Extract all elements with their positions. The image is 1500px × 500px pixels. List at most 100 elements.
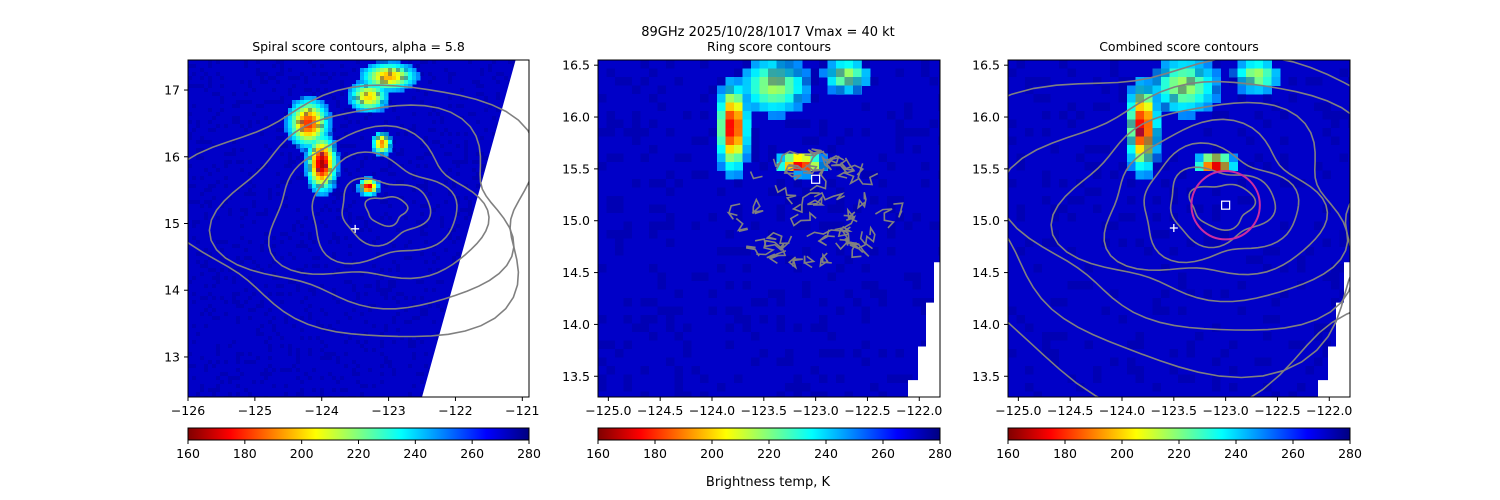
- heatmap-texture-cell: [284, 320, 288, 324]
- heatmap-texture-cell: [308, 88, 312, 92]
- heatmap-texture-cell: [280, 180, 284, 184]
- colorbar-tick-label: 200: [700, 446, 724, 461]
- heatmap-cell: [1169, 85, 1179, 95]
- heatmap-texture-cell: [396, 292, 400, 296]
- heatmap-cell: [404, 76, 409, 81]
- y-tick-label: 16.0: [562, 110, 590, 125]
- heatmap-texture-cell: [272, 260, 276, 264]
- heatmap-texture-cell: [280, 300, 284, 304]
- heatmap-cell: [412, 76, 417, 81]
- heatmap-texture-cell: [200, 296, 204, 300]
- heatmap-texture-cell: [844, 255, 853, 264]
- contour-line: [806, 225, 853, 238]
- heatmap-texture-cell: [392, 280, 396, 284]
- heatmap-texture-cell: [228, 160, 232, 164]
- heatmap-cell: [288, 108, 293, 113]
- heatmap-texture-cell: [196, 260, 200, 264]
- heatmap-texture-cell: [340, 156, 344, 160]
- heatmap-cell: [768, 77, 777, 86]
- heatmap-texture-cell: [324, 164, 328, 168]
- contour-line: [802, 164, 823, 175]
- heatmap-texture-cell: [348, 220, 352, 224]
- heatmap-texture-cell: [352, 300, 356, 304]
- heatmap-texture-cell: [292, 364, 296, 368]
- heatmap-texture-cell: [188, 132, 192, 136]
- heatmap-cell: [316, 148, 321, 153]
- heatmap-texture-cell: [632, 85, 641, 94]
- heatmap-texture-cell: [256, 304, 260, 308]
- heatmap-texture-cell: [1033, 77, 1042, 86]
- heatmap-texture-cell: [1280, 264, 1289, 273]
- heatmap-texture-cell: [244, 60, 248, 64]
- heatmap-texture-cell: [188, 280, 192, 284]
- heatmap-texture-cell: [456, 160, 460, 164]
- heatmap-texture-cell: [340, 332, 344, 336]
- contour-line: [749, 171, 763, 180]
- panel-title: Ring score contours: [707, 39, 831, 54]
- heatmap-texture-cell: [512, 60, 516, 64]
- heatmap-texture-cell: [340, 72, 344, 76]
- heatmap-cell: [404, 80, 409, 85]
- heatmap-texture-cell: [819, 323, 828, 332]
- heatmap-cell: [368, 104, 373, 109]
- contour-line: [804, 149, 825, 157]
- heatmap-texture-cell: [336, 216, 340, 220]
- heatmap-cell: [861, 77, 871, 86]
- heatmap-texture-cell: [364, 332, 368, 336]
- heatmap-texture-cell: [436, 204, 440, 208]
- heatmap-texture-cell: [312, 288, 316, 292]
- heatmap-texture-cell: [288, 68, 292, 72]
- heatmap-cell: [312, 112, 317, 117]
- heatmap-texture-cell: [352, 260, 356, 264]
- heatmap-texture-cell: [356, 228, 360, 232]
- heatmap-texture-cell: [420, 156, 424, 160]
- heatmap-texture-cell: [1059, 332, 1068, 341]
- heatmap-texture-cell: [204, 308, 208, 312]
- heatmap-texture-cell: [1067, 196, 1076, 205]
- heatmap-texture-cell: [1152, 306, 1161, 315]
- heatmap-cell: [364, 72, 369, 77]
- heatmap-texture-cell: [456, 104, 460, 108]
- heatmap-texture-cell: [300, 96, 304, 100]
- heatmap-cell: [1186, 111, 1196, 120]
- heatmap-cell: [392, 60, 397, 65]
- heatmap-cell: [328, 128, 333, 133]
- heatmap-texture-cell: [208, 80, 212, 84]
- heatmap-texture-cell: [272, 316, 276, 320]
- heatmap-cell: [1127, 102, 1136, 112]
- heatmap-texture-cell: [440, 116, 444, 120]
- heatmap-texture-cell: [188, 112, 192, 116]
- heatmap-cell: [392, 64, 397, 69]
- heatmap-texture-cell: [484, 156, 488, 160]
- heatmap-texture-cell: [288, 76, 292, 80]
- heatmap-texture-cell: [352, 68, 356, 72]
- colorbar-tick-label: 280: [517, 446, 541, 461]
- heatmap-texture-cell: [1127, 196, 1136, 205]
- colorbar-tick-label: 260: [871, 446, 895, 461]
- heatmap-cell: [316, 124, 321, 129]
- heatmap-cell: [316, 156, 321, 161]
- heatmap-texture-cell: [204, 324, 208, 328]
- heatmap-texture-cell: [1212, 238, 1221, 247]
- heatmap-cell: [1195, 94, 1204, 103]
- heatmap-texture-cell: [827, 145, 836, 154]
- heatmap-texture-cell: [360, 164, 364, 168]
- heatmap-cell: [759, 77, 769, 86]
- heatmap-texture-cell: [364, 320, 368, 324]
- heatmap-texture-cell: [1008, 349, 1017, 358]
- heatmap-texture-cell: [260, 72, 264, 76]
- heatmap-cell: [1161, 94, 1170, 103]
- heatmap-texture-cell: [272, 236, 276, 240]
- heatmap-cell: [844, 68, 854, 78]
- heatmap-texture-cell: [204, 72, 208, 76]
- heatmap-texture-cell: [674, 153, 683, 162]
- heatmap-texture-cell: [1050, 213, 1059, 222]
- heatmap-texture-cell: [200, 272, 204, 276]
- heatmap-texture-cell: [356, 380, 360, 384]
- heatmap-texture-cell: [240, 124, 244, 128]
- heatmap-texture-cell: [921, 179, 930, 188]
- contour-line: [807, 195, 826, 206]
- heatmap-texture-cell: [360, 184, 364, 188]
- heatmap-cell: [284, 120, 289, 125]
- heatmap-texture-cell: [492, 76, 496, 80]
